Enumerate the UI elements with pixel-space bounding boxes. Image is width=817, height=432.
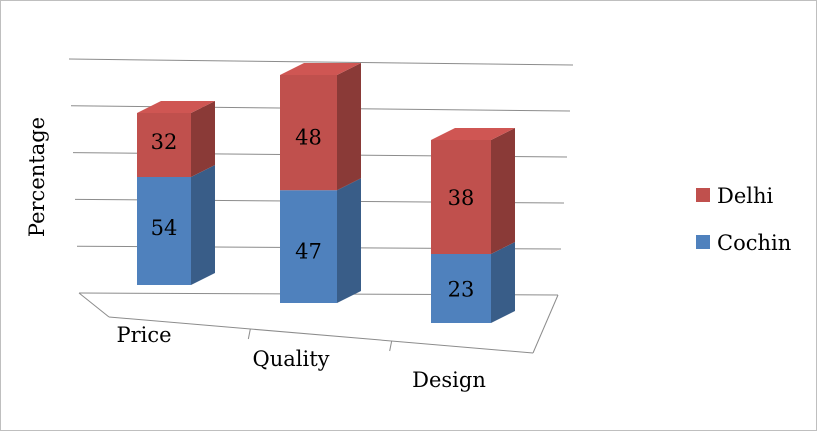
category-label: Design xyxy=(412,368,486,392)
bar-side xyxy=(491,128,515,254)
bar-side xyxy=(337,63,361,191)
bar-top xyxy=(431,128,515,140)
category-axis xyxy=(108,316,534,354)
legend-label: Delhi xyxy=(717,184,774,208)
data-label: 32 xyxy=(151,130,178,154)
floor-left-edge xyxy=(78,292,110,318)
data-label: 48 xyxy=(295,126,322,150)
bar-front xyxy=(431,140,491,254)
y-axis-label: Percentage xyxy=(25,117,49,237)
legend-swatch xyxy=(696,235,710,249)
category-tick xyxy=(247,328,251,340)
legend: Delhi Cochin xyxy=(696,184,791,255)
bars: 54 32 47 48 23 38 xyxy=(137,63,515,323)
data-label: 47 xyxy=(295,240,322,264)
bar-cochin-quality xyxy=(280,178,361,303)
category-tick xyxy=(389,340,393,352)
bar-delhi-design xyxy=(431,128,515,254)
bar-front xyxy=(137,113,191,177)
bar-front xyxy=(280,190,337,303)
bar-side xyxy=(491,242,515,323)
legend-label: Cochin xyxy=(717,231,791,255)
bar-cochin-design xyxy=(431,242,515,323)
category-label: Quality xyxy=(253,347,330,371)
bar-front xyxy=(137,177,191,285)
bar-front xyxy=(431,254,491,323)
bar-side xyxy=(191,165,215,285)
legend-swatch xyxy=(696,188,710,202)
data-label: 23 xyxy=(448,278,475,302)
bar-side xyxy=(337,178,361,303)
bar-side xyxy=(191,101,215,177)
floor-right-edge xyxy=(532,294,559,354)
category-label: Price xyxy=(116,323,171,347)
bar-delhi-price xyxy=(137,101,215,177)
data-label: 54 xyxy=(151,216,178,240)
bar-top xyxy=(280,63,361,75)
gridline xyxy=(68,58,574,66)
bar-front xyxy=(280,75,337,191)
bar-top xyxy=(137,101,215,113)
bar-cochin-price xyxy=(137,165,215,285)
data-label: 38 xyxy=(448,186,475,210)
bar-delhi-quality xyxy=(280,63,361,191)
